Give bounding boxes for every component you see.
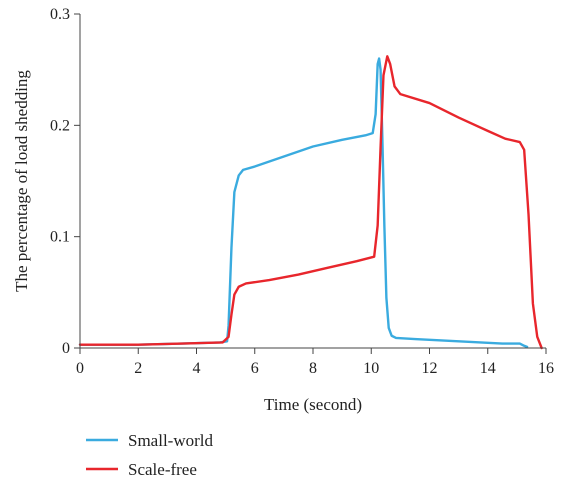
legend-label-small-world: Small-world [128, 431, 213, 450]
x-tick-label: 4 [193, 360, 201, 377]
y-tick-label: 0 [62, 340, 70, 357]
series-line-scale-free [78, 55, 543, 350]
x-tick-label: 0 [76, 360, 84, 377]
series-layer [78, 55, 543, 350]
y-axis: 0 0.1 0.2 0.3 [50, 6, 81, 357]
y-axis-label: The percentage of load shedding [12, 70, 31, 292]
series-line-small-world [78, 57, 529, 349]
x-axis-label: Time (second) [264, 395, 362, 414]
legend-label-scale-free: Scale-free [128, 460, 197, 479]
x-tick-label: 8 [309, 360, 317, 377]
x-tick-label: 10 [363, 360, 379, 377]
legend: Small-world Scale-free [86, 431, 213, 479]
x-tick-label: 16 [538, 360, 554, 377]
x-axis: 0 2 4 6 8 10 12 14 16 [76, 347, 554, 377]
y-tick-label: 0.1 [50, 229, 70, 246]
x-tick-label: 2 [134, 360, 142, 377]
y-tick-label: 0.2 [50, 117, 70, 134]
x-tick-label: 6 [251, 360, 259, 377]
x-tick-label: 12 [422, 360, 438, 377]
y-tick-label: 0.3 [50, 6, 70, 23]
x-tick-label: 14 [480, 360, 496, 377]
